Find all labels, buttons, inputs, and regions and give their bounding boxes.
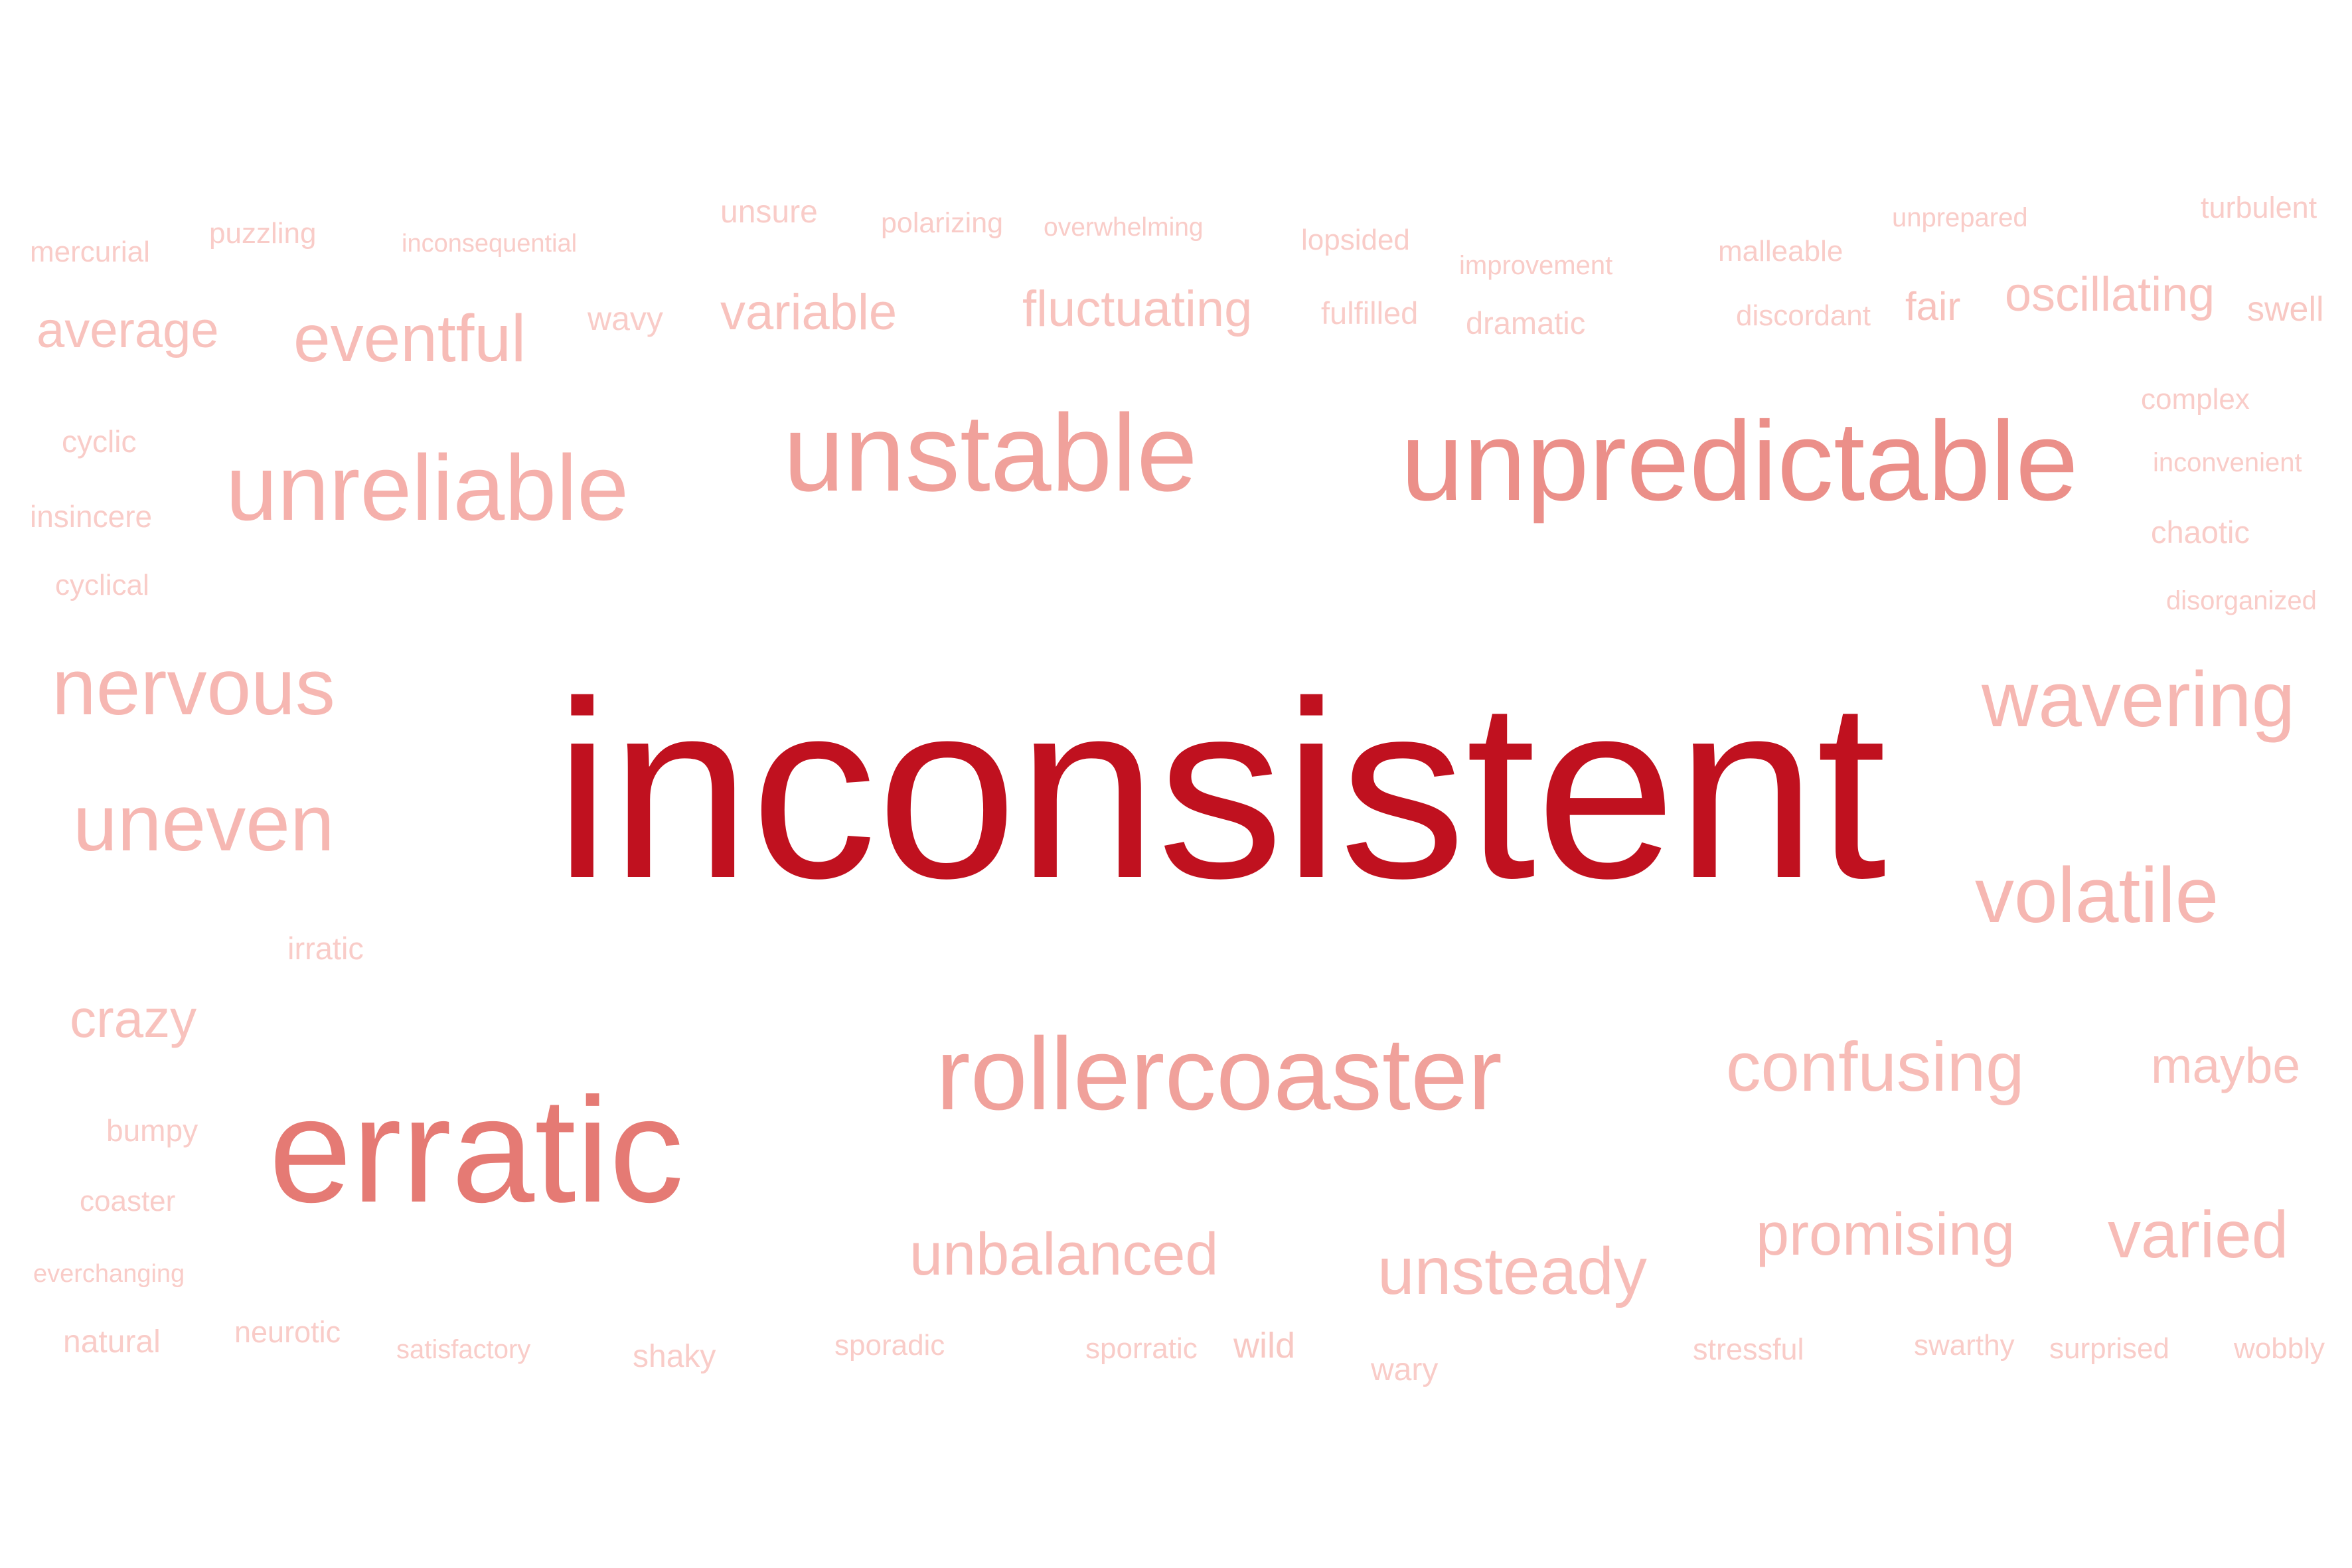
word-unreliable: unreliable [226, 435, 629, 540]
word-crazy: crazy [70, 989, 197, 1048]
word-mercurial: mercurial [30, 236, 150, 268]
word-neurotic: neurotic [234, 1315, 341, 1349]
word-sporratic: sporratic [1085, 1332, 1198, 1365]
word-satisfactory: satisfactory [396, 1335, 531, 1364]
word-irratic: irratic [287, 931, 364, 966]
word-improvement: improvement [1459, 251, 1613, 280]
word-discordant: discordant [1736, 299, 1871, 332]
word-eventful: eventful [293, 301, 526, 376]
word-promising: promising [1756, 1202, 2015, 1268]
word-unpredictable: unpredictable [1401, 398, 2078, 524]
word-swell: swell [2247, 290, 2324, 329]
word-surprised: surprised [2049, 1332, 2169, 1365]
word-bumpy: bumpy [106, 1113, 198, 1148]
word-inconvenient: inconvenient [2153, 448, 2302, 477]
word-fluctuating: fluctuating [1022, 281, 1253, 337]
word-inconsistent: inconsistent [554, 649, 1887, 931]
word-uneven: uneven [73, 779, 335, 868]
word-average: average [37, 302, 219, 358]
word-disorganized: disorganized [2166, 586, 2317, 615]
word-fulfilled: fulfilled [1321, 295, 1419, 331]
word-unsteady: unsteady [1377, 1234, 1647, 1308]
word-wild: wild [1233, 1326, 1296, 1366]
word-insincere: insincere [30, 499, 153, 534]
word-varied: varied [2108, 1198, 2289, 1272]
word-wavering: wavering [1982, 656, 2296, 744]
word-wavy: wavy [588, 300, 663, 337]
word-volatile: volatile [1975, 852, 2219, 939]
word-variable: variable [720, 284, 898, 341]
word-wobbly: wobbly [2234, 1332, 2325, 1365]
word-maybe: maybe [2151, 1038, 2301, 1093]
word-nervous: nervous [52, 643, 335, 732]
word-fair: fair [1905, 284, 1961, 329]
word-turbulent: turbulent [2201, 191, 2317, 224]
word-coaster: coaster [80, 1185, 176, 1217]
word-polarizing: polarizing [881, 207, 1004, 239]
word-overwhelming: overwhelming [1044, 213, 1204, 242]
word-unsure: unsure [720, 195, 818, 230]
word-complex: complex [2141, 383, 2250, 416]
word-natural: natural [63, 1324, 161, 1360]
word-lopsided: lopsided [1301, 224, 1410, 256]
word-rollercoaster: rollercoaster [936, 1016, 1502, 1131]
word-puzzling: puzzling [209, 217, 317, 250]
word-unstable: unstable [783, 392, 1198, 514]
word-cyclic: cyclic [62, 424, 137, 459]
word-cyclical: cyclical [55, 569, 149, 601]
word-chaotic: chaotic [2151, 514, 2250, 550]
word-everchanging: everchanging [33, 1260, 185, 1288]
word-dramatic: dramatic [1466, 305, 1586, 341]
word-unprepared: unprepared [1892, 203, 2028, 232]
word-unbalanced: unbalanced [909, 1221, 1219, 1288]
word-swarthy: swarthy [1914, 1329, 2015, 1362]
word-inconsequential: inconsequential [402, 230, 578, 258]
word-sporadic: sporadic [834, 1329, 945, 1362]
word-oscillating: oscillating [2005, 268, 2215, 321]
word-shaky: shaky [633, 1339, 716, 1374]
word-malleable: malleable [1718, 235, 1843, 268]
word-confusing: confusing [1726, 1028, 2025, 1106]
word-stressful: stressful [1693, 1332, 1804, 1366]
word-wary: wary [1371, 1352, 1439, 1387]
word-erratic: erratic [269, 1066, 684, 1233]
